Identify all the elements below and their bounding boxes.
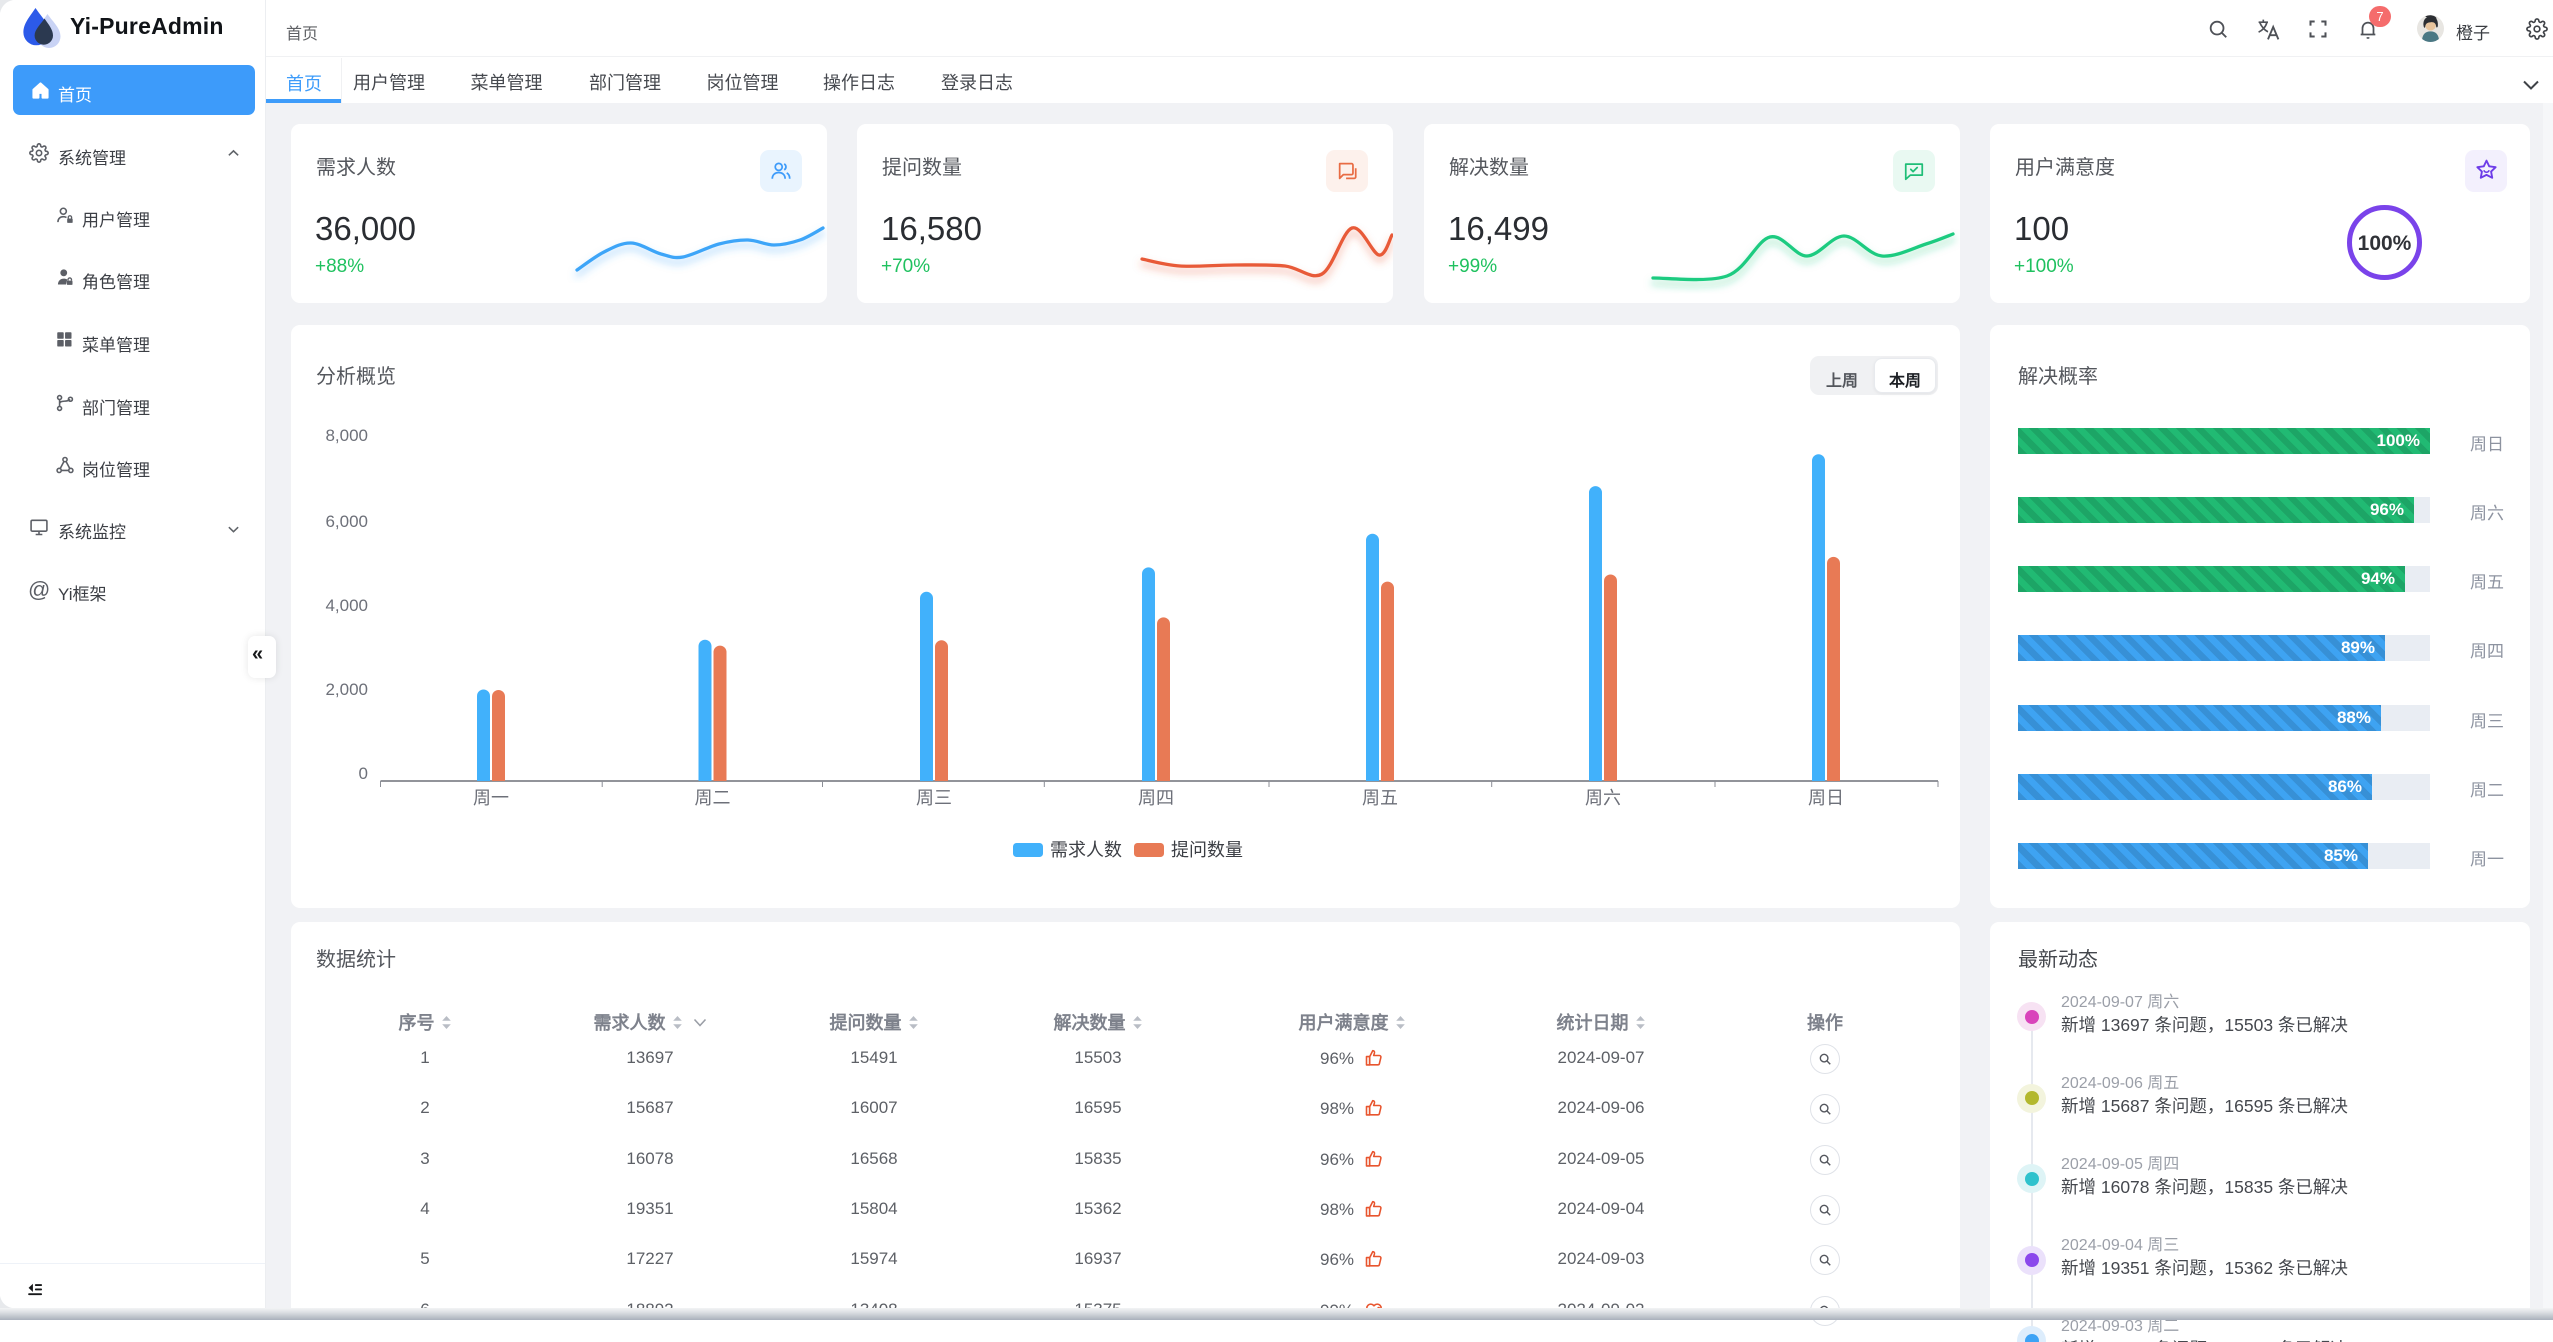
svg-text:周五: 周五 [1362, 788, 1398, 808]
svg-text:8,000: 8,000 [325, 426, 368, 445]
svg-text:周一: 周一 [473, 788, 509, 808]
svg-text:4,000: 4,000 [325, 596, 368, 615]
svg-text:周三: 周三 [916, 788, 952, 808]
svg-text:需求人数: 需求人数 [1050, 840, 1122, 860]
svg-text:2,000: 2,000 [325, 680, 368, 699]
svg-text:周二: 周二 [695, 788, 731, 808]
svg-text:周四: 周四 [1138, 788, 1174, 808]
svg-text:6,000: 6,000 [325, 512, 368, 531]
svg-text:提问数量: 提问数量 [1171, 840, 1243, 860]
svg-text:周日: 周日 [1808, 788, 1844, 808]
svg-text:周六: 周六 [1585, 788, 1621, 808]
svg-text:0: 0 [359, 764, 368, 783]
svg-text:100%: 100% [2358, 232, 2412, 255]
